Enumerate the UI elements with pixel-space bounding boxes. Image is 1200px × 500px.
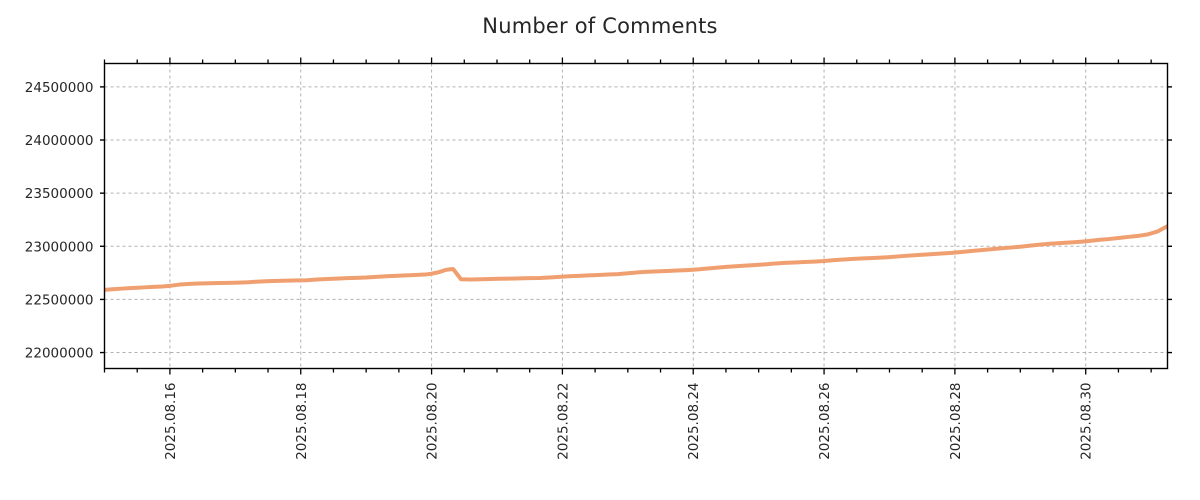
data-line-series-0 [104,224,1169,292]
y-tick-label: 22500000 [25,292,94,308]
y-tick-label: 23500000 [25,186,94,202]
y-tick-label: 24000000 [25,133,94,149]
x-tick-label: 2025.08.18 [294,383,310,460]
y-axis-tick-labels: 22000000 22500000 23000000 23500000 24000000… [25,80,94,362]
axis-frame [103,62,1169,370]
x-tick-label: 2025.08.28 [948,383,964,460]
plot-frame [103,62,1169,370]
gridlines-layer [104,63,1168,369]
axis-ticks [100,57,1172,375]
x-tick-label: 2025.08.16 [163,383,179,460]
y-tick-label: 23000000 [25,239,94,255]
y-tick-label: 24500000 [25,80,94,96]
series-layer [104,224,1169,292]
x-axis-tick-labels: 2025.08.16 2025.08.18 2025.08.20 2025.08.22… [163,383,1095,460]
y-tick-label: 22000000 [25,346,94,362]
x-tick-label: 2025.08.24 [686,383,702,460]
x-tick-label: 2025.08.20 [425,383,441,460]
x-tick-label: 2025.08.30 [1079,383,1095,460]
chart-title: Number of Comments [482,14,718,38]
x-tick-label: 2025.08.26 [817,383,833,460]
x-tick-label: 2025.08.22 [555,383,571,460]
